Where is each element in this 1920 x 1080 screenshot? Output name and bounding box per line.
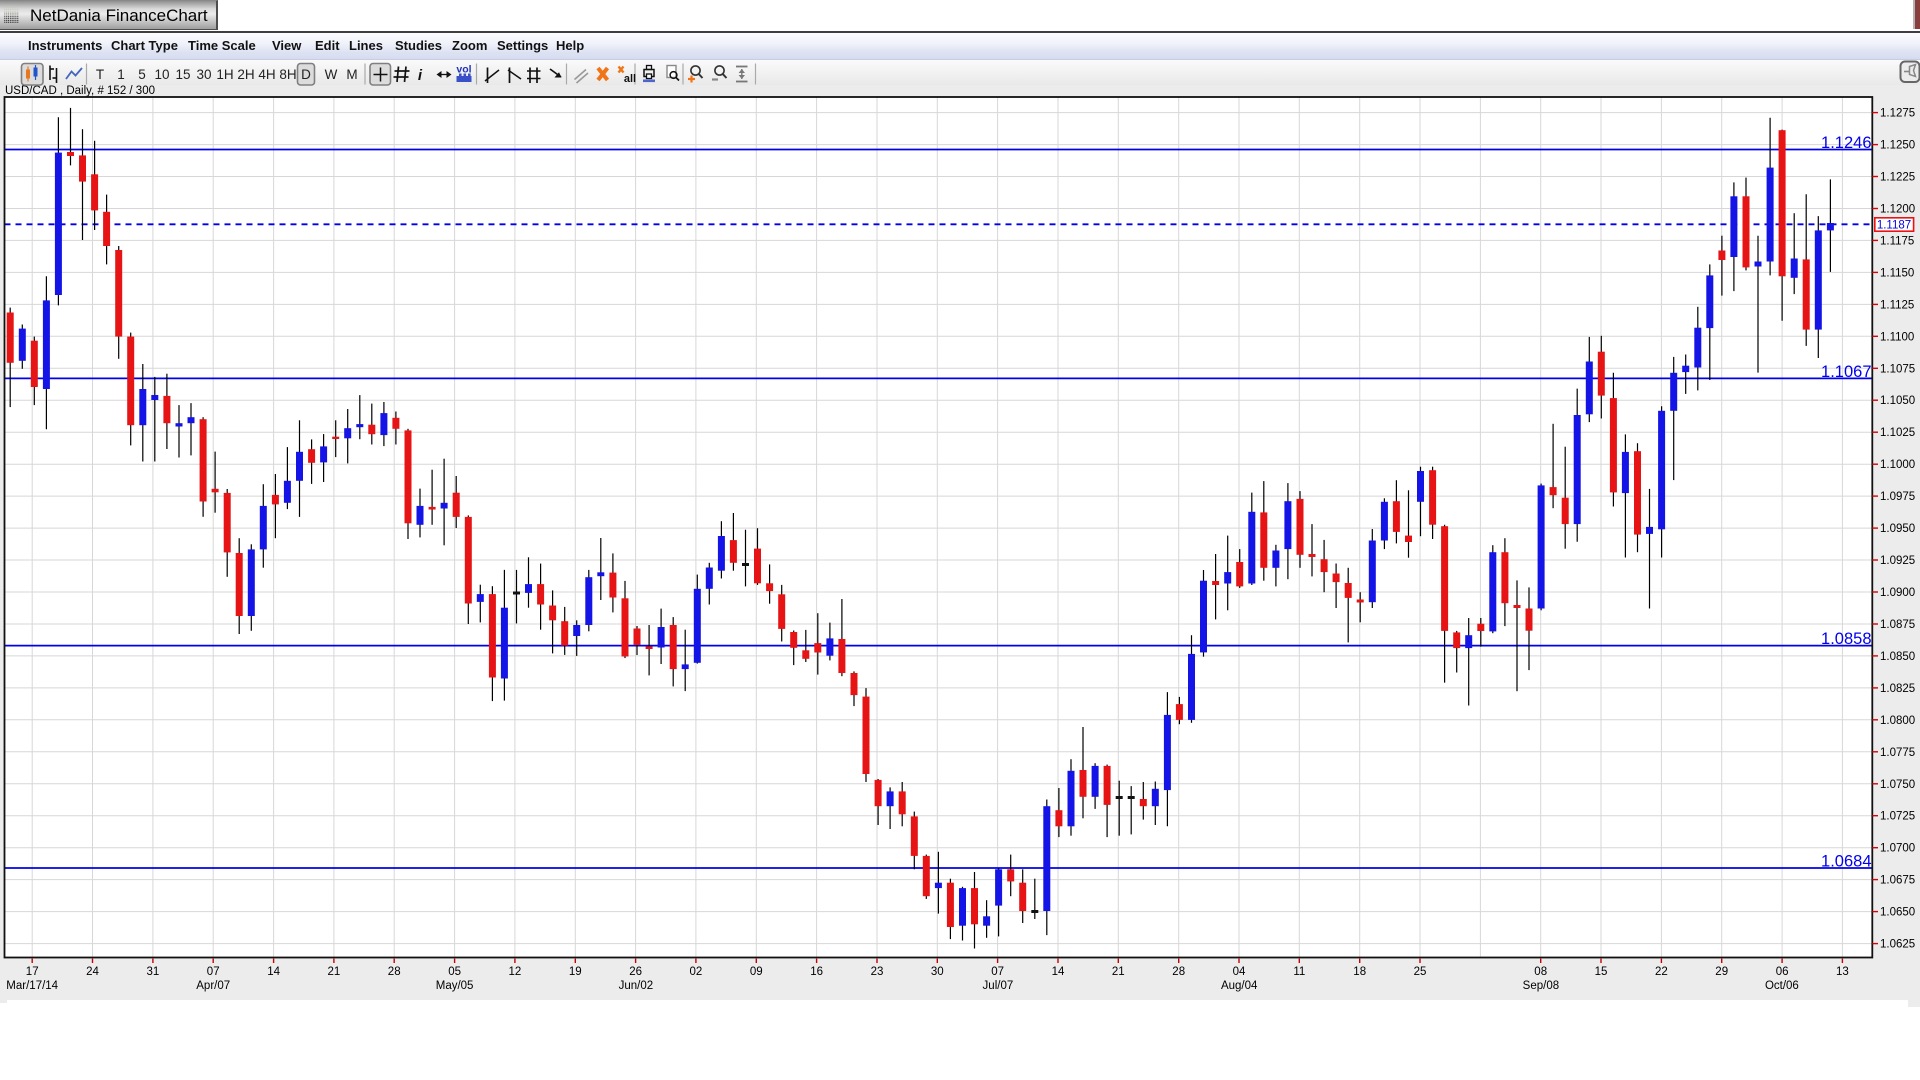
svg-text:1.1246: 1.1246 <box>1821 134 1871 152</box>
svg-text:1H: 1H <box>216 67 233 82</box>
svg-text:1.0900: 1.0900 <box>1880 587 1915 599</box>
svg-text:05: 05 <box>448 966 461 978</box>
svg-text:vol: vol <box>456 64 471 76</box>
svg-text:11: 11 <box>1293 966 1305 978</box>
svg-text:1.1075: 1.1075 <box>1880 363 1915 375</box>
svg-text:02: 02 <box>690 966 703 978</box>
svg-text:Aug/04: Aug/04 <box>1221 980 1258 992</box>
svg-text:4H: 4H <box>258 67 275 82</box>
svg-text:May/05: May/05 <box>436 980 474 992</box>
svg-text:25: 25 <box>1414 966 1427 978</box>
svg-text:06: 06 <box>1776 966 1789 978</box>
svg-text:1.0925: 1.0925 <box>1880 555 1915 567</box>
svg-text:1.1200: 1.1200 <box>1880 204 1915 216</box>
svg-text:2H: 2H <box>237 67 254 82</box>
svg-text:1.1000: 1.1000 <box>1880 459 1915 471</box>
svg-text:17: 17 <box>26 966 39 978</box>
svg-text:Jul/07: Jul/07 <box>983 980 1014 992</box>
svg-text:1.1025: 1.1025 <box>1880 427 1915 439</box>
svg-text:1.0725: 1.0725 <box>1880 811 1915 823</box>
svg-text:1.0675: 1.0675 <box>1880 875 1915 887</box>
svg-text:5: 5 <box>138 67 146 82</box>
svg-text:1.0858: 1.0858 <box>1821 630 1871 648</box>
svg-text:W: W <box>325 67 338 82</box>
svg-text:1.1100: 1.1100 <box>1880 331 1914 343</box>
svg-text:04: 04 <box>1233 966 1246 978</box>
svg-text:18: 18 <box>1353 966 1366 978</box>
svg-text:1.0650: 1.0650 <box>1880 907 1915 919</box>
svg-text:22: 22 <box>1655 966 1668 978</box>
svg-text:1.0875: 1.0875 <box>1880 619 1915 631</box>
svg-text:07: 07 <box>207 966 220 978</box>
svg-text:Sep/08: Sep/08 <box>1523 980 1559 992</box>
svg-text:19: 19 <box>569 966 582 978</box>
svg-text:30: 30 <box>931 966 944 978</box>
svg-text:all: all <box>624 73 636 85</box>
svg-text:13: 13 <box>1836 966 1849 978</box>
svg-text:M: M <box>346 67 357 82</box>
svg-text:1.0684: 1.0684 <box>1821 853 1871 871</box>
svg-text:28: 28 <box>388 966 401 978</box>
svg-text:8H: 8H <box>279 67 296 82</box>
svg-text:07: 07 <box>991 966 1004 978</box>
svg-text:1.0825: 1.0825 <box>1880 683 1915 695</box>
svg-text:26: 26 <box>629 966 642 978</box>
svg-text:1.0700: 1.0700 <box>1880 843 1915 855</box>
svg-text:1.0750: 1.0750 <box>1880 779 1915 791</box>
svg-text:Mar/17/14: Mar/17/14 <box>6 980 58 992</box>
svg-text:1.0625: 1.0625 <box>1880 939 1915 951</box>
svg-text:D: D <box>301 67 311 82</box>
svg-text:1.1187: 1.1187 <box>1877 219 1911 231</box>
svg-text:08: 08 <box>1534 966 1547 978</box>
svg-text:1.1067: 1.1067 <box>1821 363 1871 381</box>
svg-text:28: 28 <box>1172 966 1185 978</box>
svg-text:Oct/06: Oct/06 <box>1765 980 1799 992</box>
svg-text:1.0975: 1.0975 <box>1880 491 1915 503</box>
svg-text:24: 24 <box>86 966 99 978</box>
svg-text:i: i <box>418 67 423 84</box>
svg-text:09: 09 <box>750 966 763 978</box>
svg-text:1.0850: 1.0850 <box>1880 651 1915 663</box>
svg-text:23: 23 <box>871 966 884 978</box>
svg-text:Apr/07: Apr/07 <box>196 980 230 992</box>
svg-text:1.1175: 1.1175 <box>1880 235 1914 247</box>
svg-text:Jun/02: Jun/02 <box>619 980 654 992</box>
svg-text:21: 21 <box>328 966 341 978</box>
svg-text:30: 30 <box>196 67 211 82</box>
svg-text:1: 1 <box>117 67 125 82</box>
svg-text:1.1275: 1.1275 <box>1880 108 1915 120</box>
svg-text:21: 21 <box>1112 966 1125 978</box>
svg-text:14: 14 <box>267 966 280 978</box>
svg-text:1.0950: 1.0950 <box>1880 523 1915 535</box>
svg-text:1.1150: 1.1150 <box>1880 267 1914 279</box>
svg-text:31: 31 <box>147 966 160 978</box>
svg-text:15: 15 <box>175 67 190 82</box>
svg-text:T: T <box>96 67 104 82</box>
svg-text:10: 10 <box>154 67 169 82</box>
svg-text:1.1050: 1.1050 <box>1880 395 1915 407</box>
svg-text:14: 14 <box>1052 966 1065 978</box>
svg-text:15: 15 <box>1595 966 1608 978</box>
svg-text:1.0775: 1.0775 <box>1880 747 1915 759</box>
svg-text:12: 12 <box>509 966 522 978</box>
svg-text:1.1225: 1.1225 <box>1880 172 1915 184</box>
svg-text:16: 16 <box>810 966 823 978</box>
svg-text:29: 29 <box>1715 966 1728 978</box>
svg-text:1.0800: 1.0800 <box>1880 715 1915 727</box>
svg-text:1.1250: 1.1250 <box>1880 140 1915 152</box>
svg-text:1.1125: 1.1125 <box>1880 299 1914 311</box>
